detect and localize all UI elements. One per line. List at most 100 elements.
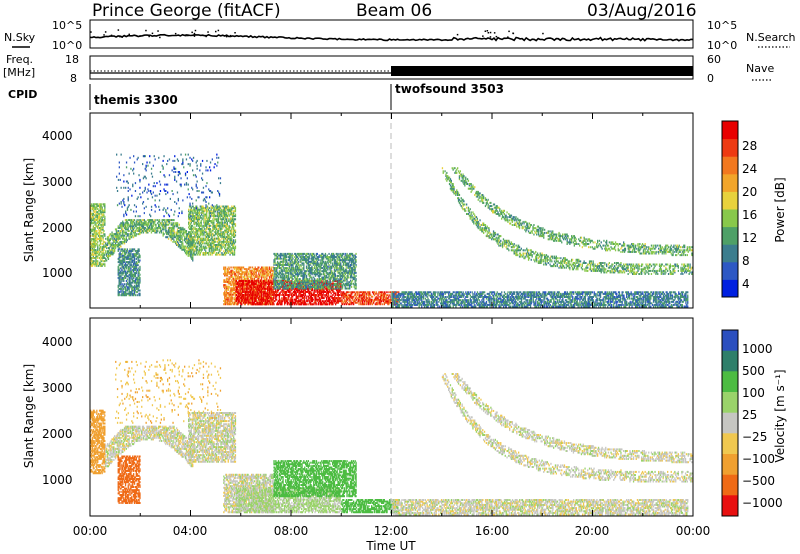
power-cell: [170, 228, 172, 231]
power-cell: [106, 256, 109, 259]
power-cell: [190, 252, 192, 254]
power-cell: [121, 236, 123, 239]
power-cell: [198, 226, 201, 229]
power-cell: [122, 251, 124, 254]
power-cell: [234, 231, 237, 234]
power-cell: [200, 231, 202, 234]
power-cell: [130, 222, 132, 225]
power-cell: [221, 215, 223, 218]
power-cell: [220, 234, 222, 237]
power-cell: [176, 231, 178, 234]
power-cell: [188, 221, 191, 224]
power-cell: [157, 230, 159, 232]
power-cell: [93, 260, 95, 263]
power-cell: [96, 242, 98, 245]
power-cell: [229, 213, 231, 216]
power-cell: [100, 250, 102, 253]
power-cell: [196, 247, 198, 250]
power-cell: [195, 213, 197, 216]
power-cell: [190, 236, 192, 239]
power-cell: [121, 228, 123, 231]
power-cell: [178, 236, 180, 239]
power-cell: [102, 252, 104, 255]
power-cell: [203, 208, 205, 211]
power-cell: [211, 237, 213, 240]
power-cell: [104, 245, 106, 248]
power-cell: [194, 242, 196, 245]
power-cell: [233, 252, 236, 254]
power-cell: [141, 226, 144, 229]
power-cell: [230, 232, 232, 235]
power-cell: [224, 237, 226, 240]
power-cell: [172, 230, 174, 232]
power-cell: [212, 250, 214, 253]
power-cell: [97, 233, 99, 236]
power-cell: [90, 217, 93, 220]
power-cell: [221, 211, 223, 214]
power-cell: [170, 236, 172, 239]
power-cell: [93, 238, 95, 240]
power-cell: [231, 234, 233, 237]
power-cell: [97, 245, 99, 248]
power-cell: [97, 227, 99, 229]
power-cell: [107, 254, 110, 257]
power-cell: [97, 217, 99, 220]
power-cell: [228, 236, 230, 238]
power-cell: [106, 237, 109, 240]
power-cell: [233, 229, 236, 232]
power-cell: [197, 220, 199, 222]
power-cell: [217, 216, 219, 219]
power-cell: [157, 228, 159, 231]
power-cell: [199, 248, 201, 251]
power-cell: [145, 230, 147, 232]
power-cell: [201, 248, 203, 251]
power-cell: [100, 204, 102, 207]
power-cell: [234, 223, 237, 226]
power-cell: [116, 231, 118, 234]
power-cell: [118, 259, 120, 262]
power-cell: [206, 234, 209, 237]
power-cell: [124, 248, 127, 251]
power-cell: [94, 230, 96, 233]
power-cell: [94, 252, 96, 255]
power-cell: [203, 226, 205, 229]
power-cell: [108, 242, 110, 245]
power-cell: [96, 233, 98, 236]
power-cell: [215, 247, 217, 250]
power-cell: [181, 247, 183, 250]
power-cell: [211, 240, 213, 243]
power-cell: [220, 231, 222, 234]
power-cell: [213, 252, 215, 254]
power-cell: [91, 206, 94, 209]
power-cell: [163, 225, 165, 228]
power-cell: [233, 220, 235, 222]
power-cell: [132, 223, 134, 226]
power-cell: [95, 242, 97, 245]
power-cell: [191, 224, 193, 227]
power-cell: [220, 229, 222, 232]
power-cell: [95, 253, 97, 256]
power-cell: [120, 223, 122, 226]
power-cell: [204, 207, 206, 210]
power-cell: [94, 228, 96, 231]
power-cell: [122, 231, 124, 234]
power-cell: [209, 234, 211, 237]
nsky-point: [174, 32, 177, 35]
power-cell: [201, 205, 203, 208]
power-cell: [96, 252, 98, 255]
nave-label: Nave: [746, 62, 774, 75]
power-cell: [123, 237, 126, 240]
power-cell: [91, 252, 94, 255]
power-cell: [93, 230, 95, 233]
power-cell: [94, 233, 96, 236]
power-cell: [124, 291, 126, 294]
power-cell: [92, 263, 94, 266]
power-cell: [103, 209, 105, 212]
power-cell: [133, 226, 136, 229]
power-cell: [215, 253, 218, 256]
power-cell: [91, 245, 94, 248]
power-cell: [120, 240, 122, 243]
power-cell: [224, 215, 227, 218]
power-cell: [155, 231, 157, 234]
power-cell: [188, 213, 191, 216]
